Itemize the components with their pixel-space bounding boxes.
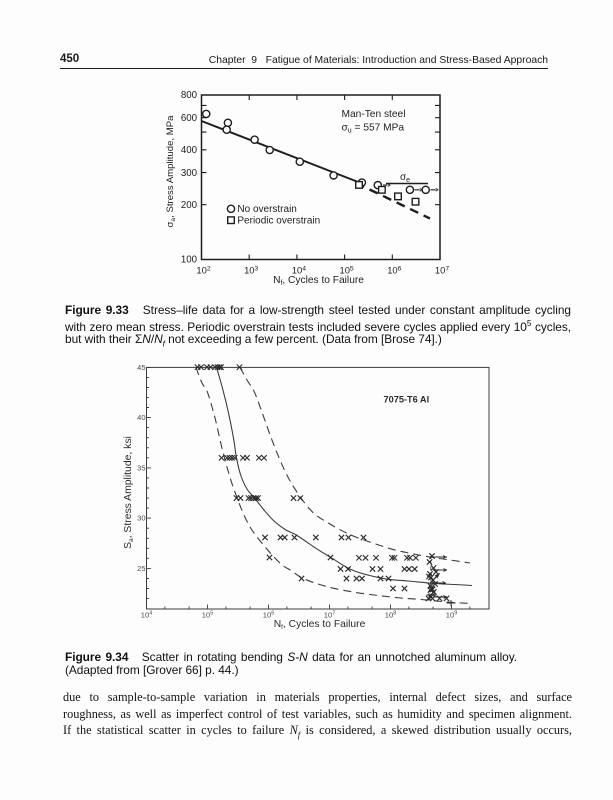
- svg-text:102: 102: [196, 265, 210, 276]
- svg-text:108: 108: [385, 611, 397, 620]
- svg-text:106: 106: [387, 265, 401, 276]
- svg-text:Man-Ten steel: Man-Ten steel: [342, 109, 406, 120]
- svg-text:106: 106: [263, 611, 275, 620]
- svg-text:Sa, Stress Amplitude, ksi: Sa, Stress Amplitude, ksi: [123, 436, 135, 549]
- svg-text:109: 109: [446, 611, 458, 620]
- svg-text:Nf, Cycles to Failure: Nf, Cycles to Failure: [273, 275, 364, 287]
- svg-text:100: 100: [181, 255, 198, 266]
- svg-text:35: 35: [137, 464, 145, 473]
- svg-text:45: 45: [137, 363, 145, 372]
- svg-text:7075-T6 Al: 7075-T6 Al: [384, 395, 430, 405]
- svg-text:σu = 557 MPa: σu = 557 MPa: [342, 122, 405, 134]
- svg-text:104: 104: [141, 611, 153, 620]
- svg-text:30: 30: [137, 514, 145, 523]
- svg-text:Nf, Cycles to Failure: Nf, Cycles to Failure: [274, 619, 366, 631]
- svg-text:No overstrain: No overstrain: [237, 204, 296, 215]
- svg-text:103: 103: [244, 265, 258, 276]
- svg-text:25: 25: [137, 564, 145, 573]
- svg-text:600: 600: [181, 113, 198, 124]
- svg-text:σe: σe: [400, 172, 410, 184]
- svg-text:200: 200: [181, 200, 198, 211]
- svg-text:300: 300: [181, 168, 198, 179]
- svg-text:105: 105: [202, 611, 214, 620]
- svg-text:400: 400: [181, 145, 198, 156]
- svg-text:104: 104: [292, 265, 306, 276]
- svg-text:107: 107: [435, 265, 449, 276]
- svg-text:107: 107: [324, 611, 336, 620]
- svg-text:105: 105: [339, 265, 353, 276]
- svg-text:800: 800: [181, 90, 198, 101]
- svg-text:σa, Stress Amplitude, MPa: σa, Stress Amplitude, MPa: [165, 115, 177, 228]
- svg-text:Periodic overstrain: Periodic overstrain: [237, 216, 320, 227]
- svg-text:40: 40: [137, 413, 145, 422]
